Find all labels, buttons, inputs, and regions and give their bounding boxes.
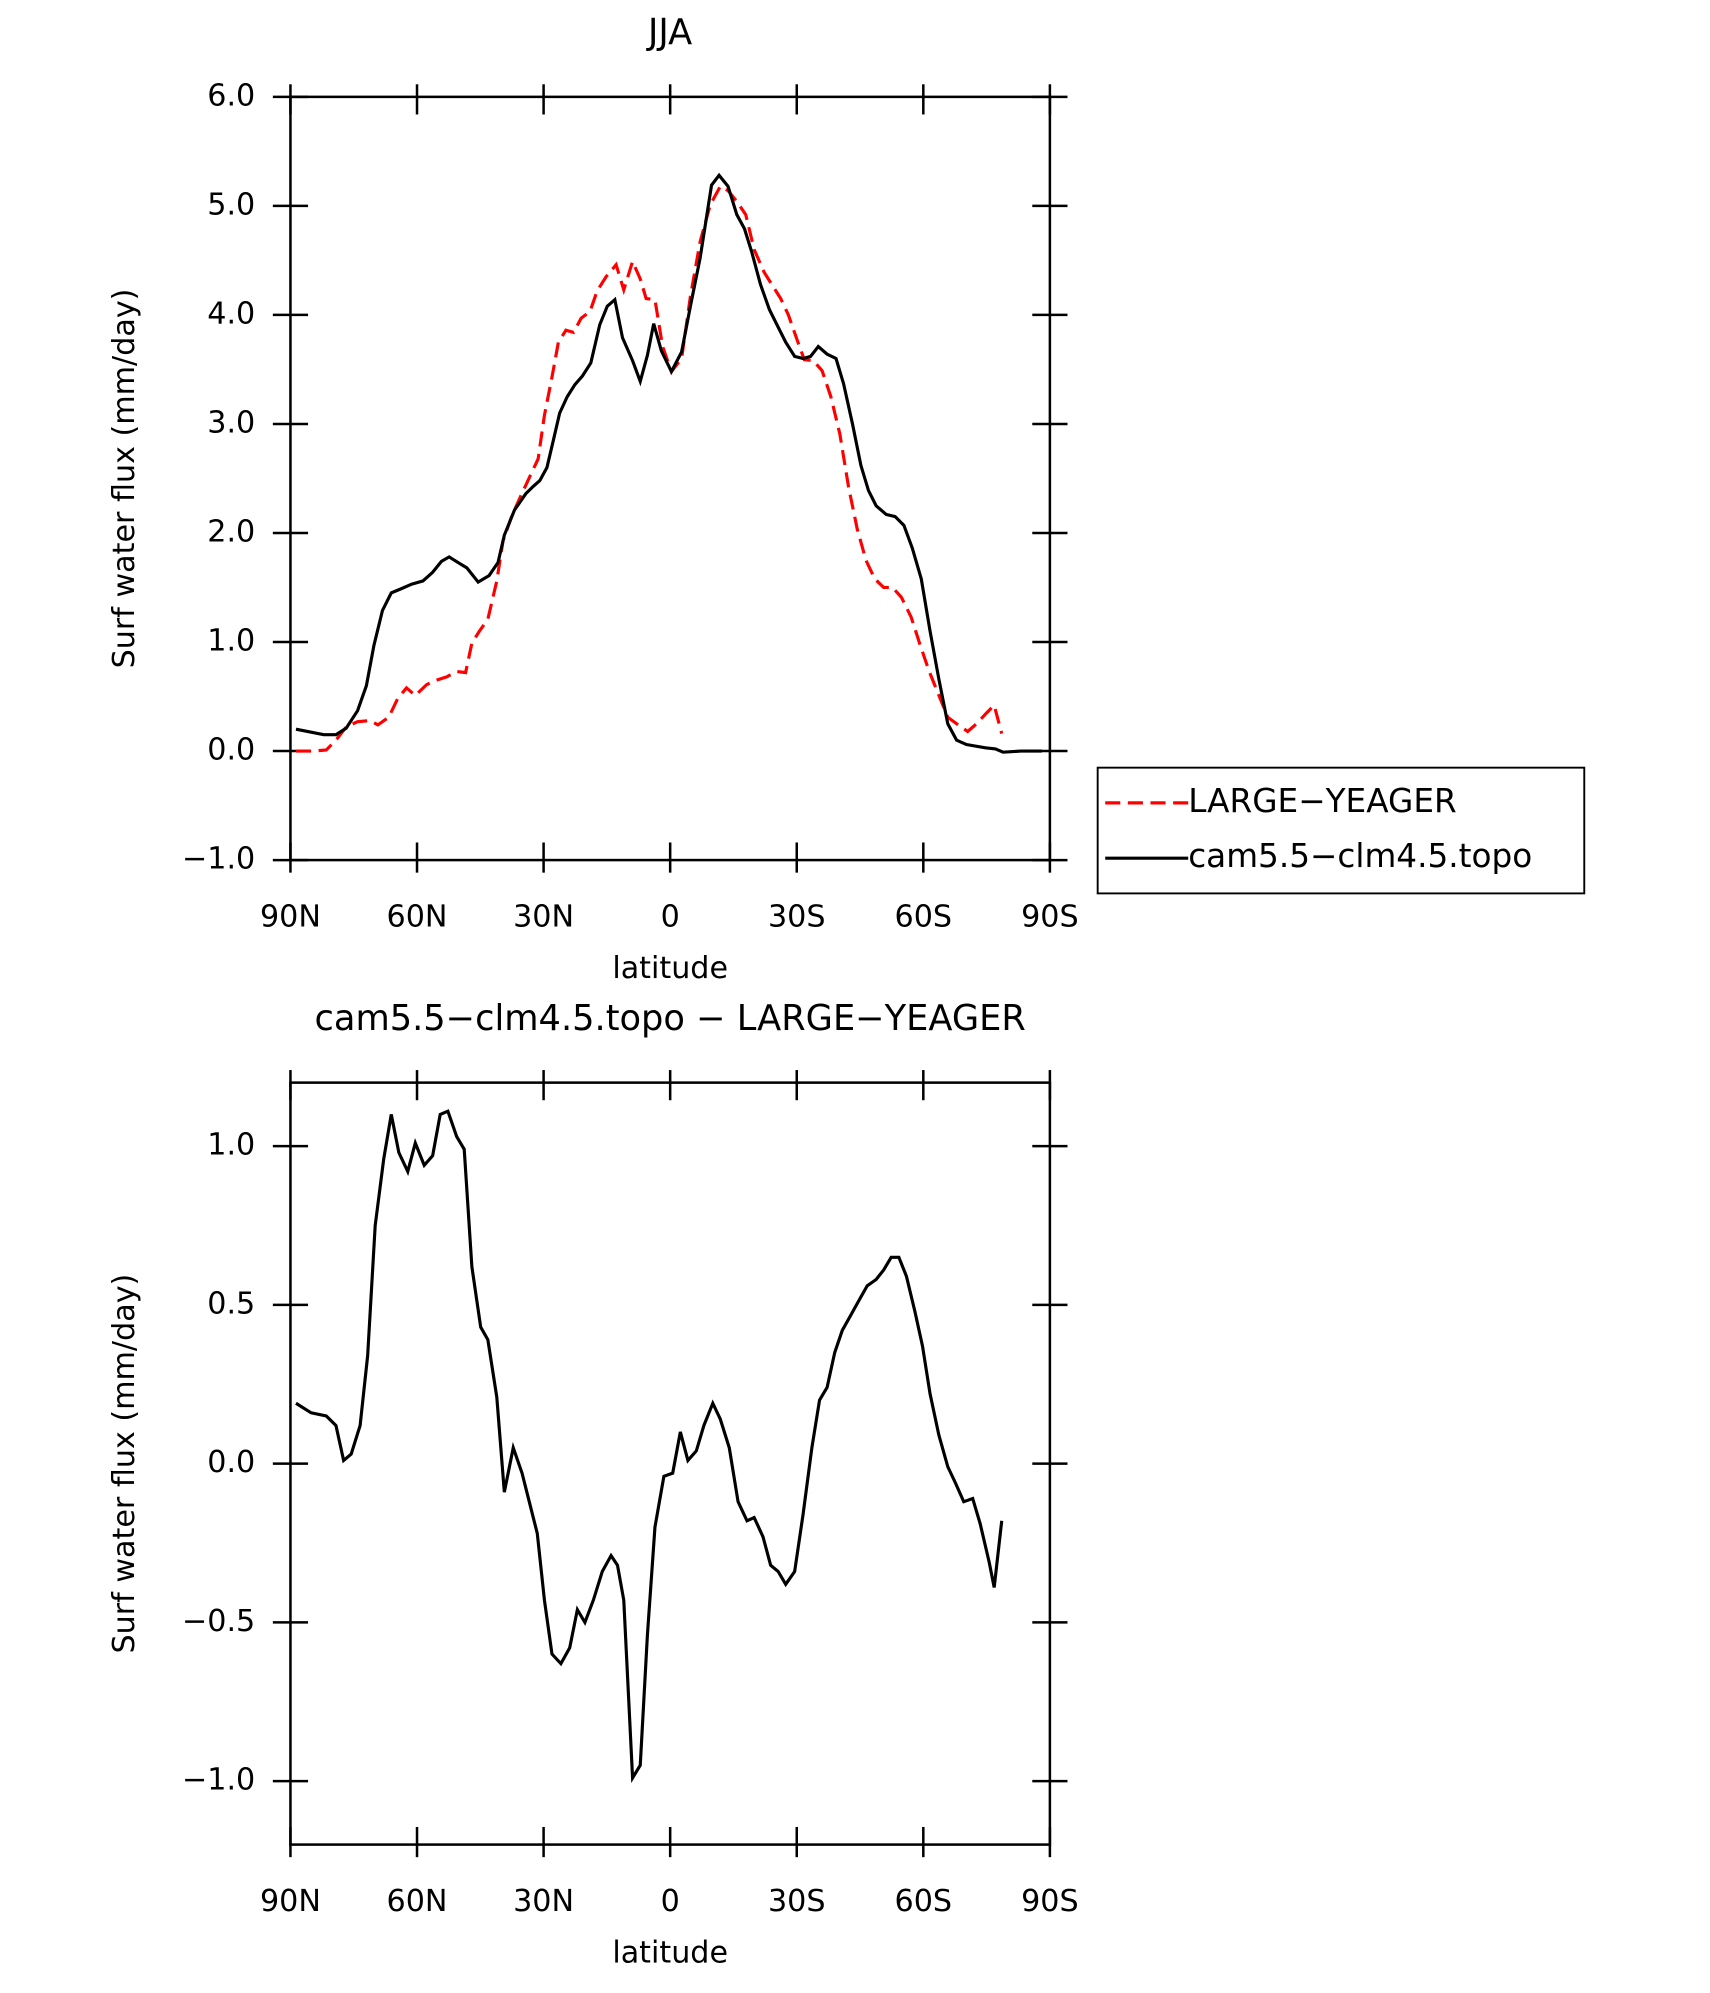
x-tick-label: 30S [768, 1884, 826, 1919]
data-line [295, 172, 1042, 754]
y-tick-label: 3.0 [207, 405, 255, 440]
x-tick-label: 0 [661, 899, 680, 934]
y-tick-label: 2.0 [207, 514, 255, 549]
x-tick-label: 30N [513, 899, 574, 934]
x-tick-label: 90N [260, 899, 321, 934]
y-tick-label: 1.0 [207, 624, 255, 659]
y-axis-label: Surf water flux (mm/day) [107, 289, 142, 669]
y-tick-label: −1.0 [182, 842, 255, 877]
plot-frame [289, 95, 1052, 862]
chart-title: JJA [646, 12, 692, 53]
legend-box [1096, 766, 1586, 895]
x-tick-label: 60N [387, 1884, 448, 1919]
chart-title: cam5.5−clm4.5.topo − LARGE−YEAGER [315, 998, 1026, 1039]
y-tick-label: 4.0 [207, 296, 255, 331]
y-tick-label: −1.0 [182, 1763, 255, 1798]
x-tick-label: 60N [387, 899, 448, 934]
x-tick-label: 60S [895, 1884, 953, 1919]
data-line [295, 1109, 1004, 1784]
x-tick-label: 30S [768, 899, 826, 934]
x-tick-label: 90S [1021, 1884, 1079, 1919]
x-axis-label: latitude [612, 1935, 728, 1970]
x-axis-label: latitude [612, 951, 728, 986]
legend-label: cam5.5−clm4.5.topo [1188, 837, 1532, 875]
plot-frame [289, 1081, 1052, 1846]
x-tick-label: 90S [1021, 899, 1079, 934]
y-tick-label: 5.0 [207, 187, 255, 222]
x-tick-label: 30N [513, 1884, 574, 1919]
x-tick-label: 0 [661, 1884, 680, 1919]
legend-label: LARGE−YEAGER [1188, 782, 1457, 820]
y-tick-label: 6.0 [207, 78, 255, 113]
y-tick-label: −0.5 [182, 1604, 255, 1639]
x-tick-label: 60S [895, 899, 953, 934]
y-axis-label: Surf water flux (mm/day) [107, 1274, 142, 1654]
y-tick-label: 1.0 [207, 1128, 255, 1163]
y-tick-label: 0.0 [207, 733, 255, 768]
data-line [295, 184, 1004, 753]
x-tick-label: 90N [260, 1884, 321, 1919]
y-tick-label: 0.5 [207, 1286, 255, 1321]
y-tick-label: 0.0 [207, 1445, 255, 1480]
